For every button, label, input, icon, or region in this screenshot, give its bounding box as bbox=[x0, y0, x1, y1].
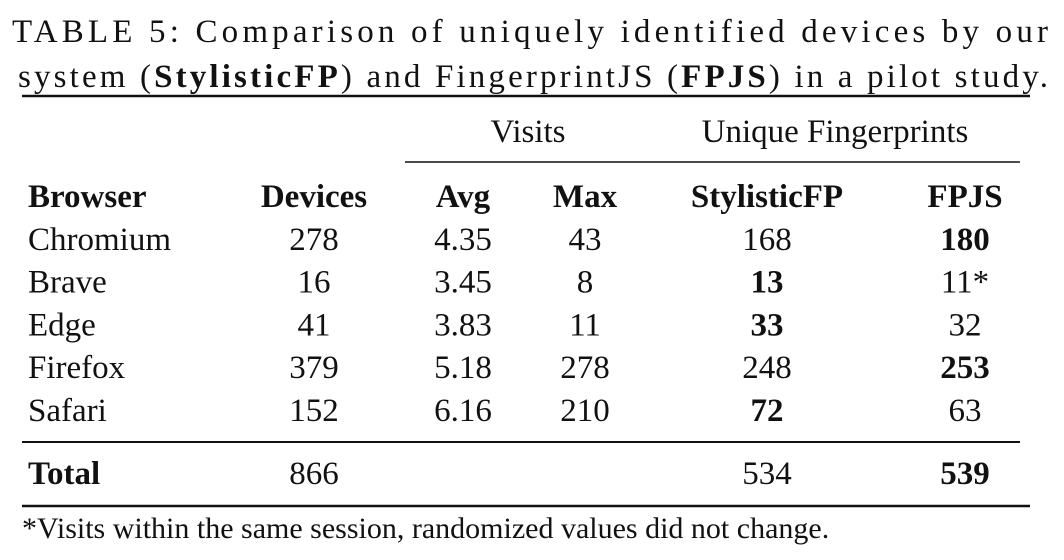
table-cell: 8 bbox=[577, 265, 594, 301]
table-cell: 379 bbox=[289, 350, 339, 386]
caption-line: TABLE 5: Comparison of uniquely identifi… bbox=[12, 14, 1048, 50]
group-header: Visits bbox=[490, 114, 565, 150]
table-cell: 180 bbox=[940, 222, 990, 258]
caption-text: TABLE 5: Comparison of uniquely identifi… bbox=[12, 14, 1048, 50]
caption-line: system (StylisticFP) and FingerprintJS (… bbox=[18, 59, 1048, 95]
table-cell: 278 bbox=[560, 350, 610, 386]
row-label: Edge bbox=[28, 307, 96, 343]
table-cell: 11* bbox=[941, 265, 989, 301]
column-header: Avg bbox=[436, 179, 491, 215]
table-cell: 13 bbox=[751, 265, 784, 301]
table-cell: 32 bbox=[949, 307, 982, 343]
table-cell: 63 bbox=[949, 393, 982, 429]
column-header: Devices bbox=[261, 179, 367, 215]
table-cell: 4.35 bbox=[434, 222, 492, 258]
table-cell: 43 bbox=[569, 222, 602, 258]
caption-text: system ( bbox=[18, 59, 151, 95]
row-label: Firefox bbox=[28, 350, 126, 386]
table-cell: 3.83 bbox=[434, 307, 492, 343]
caption-text: ) in a pilot study. bbox=[769, 59, 1048, 95]
total-label: Total bbox=[28, 456, 100, 492]
total-cell: 866 bbox=[289, 456, 339, 492]
column-header: StylisticFP bbox=[691, 179, 843, 215]
table-cell: 152 bbox=[289, 393, 339, 429]
table-cell: 168 bbox=[742, 222, 792, 258]
row-label: Brave bbox=[28, 265, 107, 301]
table-cell: 33 bbox=[751, 307, 784, 343]
table-cell: 3.45 bbox=[434, 265, 492, 301]
table-cell: 278 bbox=[289, 222, 339, 258]
table-cell: 248 bbox=[742, 350, 792, 386]
total-cell: 534 bbox=[742, 456, 792, 492]
caption-bold: FPJS bbox=[681, 59, 766, 95]
caption-text: ) and FingerprintJS ( bbox=[341, 59, 678, 95]
footnote: *Visits within the same session, randomi… bbox=[22, 512, 829, 545]
table-cell: 210 bbox=[560, 393, 610, 429]
column-header: Max bbox=[553, 179, 618, 215]
table-cell: 41 bbox=[298, 307, 331, 343]
column-header: FPJS bbox=[927, 179, 1002, 215]
table-cell: 6.16 bbox=[434, 393, 492, 429]
row-label: Chromium bbox=[28, 222, 171, 258]
total-cell: 539 bbox=[940, 456, 990, 492]
table-cell: 72 bbox=[751, 393, 784, 429]
row-label: Safari bbox=[28, 393, 107, 429]
table-cell: 253 bbox=[940, 350, 990, 386]
table-cell: 16 bbox=[298, 265, 331, 301]
caption-bold: StylisticFP bbox=[154, 59, 338, 95]
group-header: Unique Fingerprints bbox=[702, 114, 969, 150]
table-cell: 5.18 bbox=[434, 350, 492, 386]
column-header: Browser bbox=[28, 179, 147, 215]
table-cell: 11 bbox=[569, 307, 601, 343]
